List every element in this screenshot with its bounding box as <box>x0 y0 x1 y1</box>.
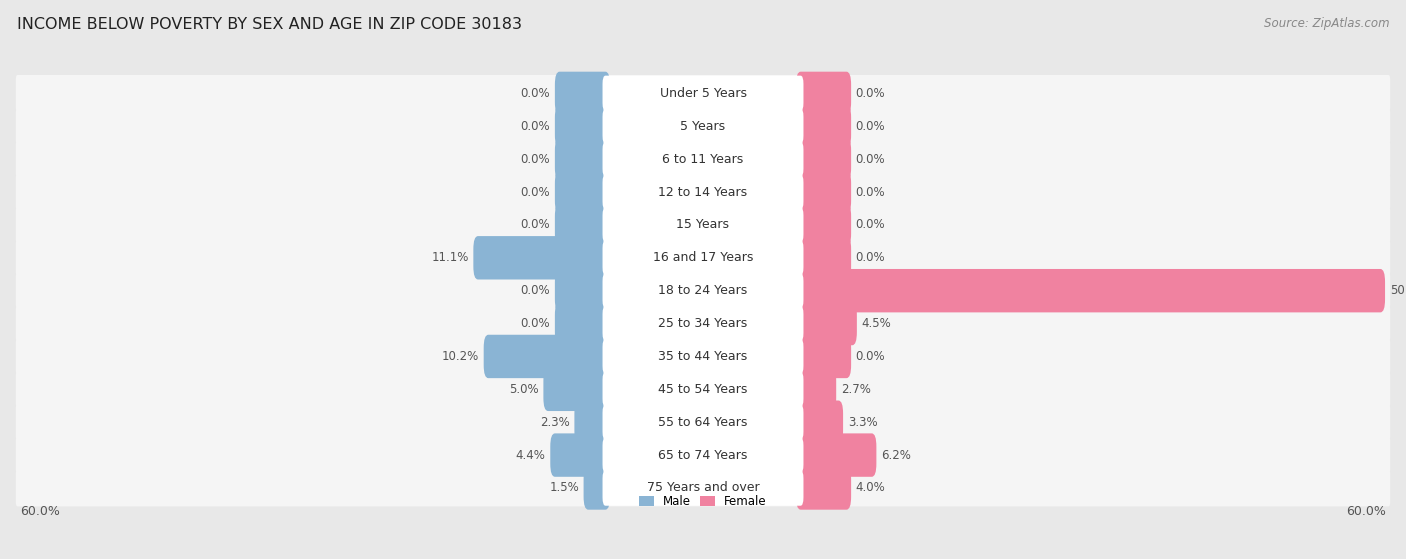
FancyBboxPatch shape <box>796 203 851 247</box>
FancyBboxPatch shape <box>555 203 610 247</box>
FancyBboxPatch shape <box>15 404 1391 440</box>
FancyBboxPatch shape <box>796 269 1385 312</box>
Text: 55 to 64 Years: 55 to 64 Years <box>658 416 748 429</box>
Text: 0.0%: 0.0% <box>856 153 886 165</box>
Text: 6 to 11 Years: 6 to 11 Years <box>662 153 744 165</box>
FancyBboxPatch shape <box>15 239 1391 276</box>
FancyBboxPatch shape <box>15 174 1391 210</box>
Text: 0.0%: 0.0% <box>520 219 550 231</box>
FancyBboxPatch shape <box>15 141 1391 178</box>
FancyBboxPatch shape <box>796 105 851 148</box>
Text: 65 to 74 Years: 65 to 74 Years <box>658 448 748 462</box>
FancyBboxPatch shape <box>603 405 803 440</box>
FancyBboxPatch shape <box>15 272 1391 309</box>
FancyBboxPatch shape <box>15 206 1391 243</box>
FancyBboxPatch shape <box>555 170 610 214</box>
FancyBboxPatch shape <box>796 466 851 510</box>
Text: 0.0%: 0.0% <box>856 87 886 100</box>
Text: 10.2%: 10.2% <box>441 350 479 363</box>
Text: 0.0%: 0.0% <box>520 153 550 165</box>
Text: 12 to 14 Years: 12 to 14 Years <box>658 186 748 198</box>
FancyBboxPatch shape <box>796 72 851 115</box>
Text: Under 5 Years: Under 5 Years <box>659 87 747 100</box>
Text: 0.0%: 0.0% <box>856 186 886 198</box>
FancyBboxPatch shape <box>484 335 610 378</box>
Text: INCOME BELOW POVERTY BY SEX AND AGE IN ZIP CODE 30183: INCOME BELOW POVERTY BY SEX AND AGE IN Z… <box>17 17 522 32</box>
Text: 0.0%: 0.0% <box>520 186 550 198</box>
FancyBboxPatch shape <box>555 269 610 312</box>
FancyBboxPatch shape <box>550 433 610 477</box>
FancyBboxPatch shape <box>555 72 610 115</box>
FancyBboxPatch shape <box>603 372 803 407</box>
Text: 75 Years and over: 75 Years and over <box>647 481 759 495</box>
Text: 0.0%: 0.0% <box>856 120 886 133</box>
FancyBboxPatch shape <box>796 236 851 280</box>
FancyBboxPatch shape <box>603 306 803 342</box>
FancyBboxPatch shape <box>603 141 803 177</box>
FancyBboxPatch shape <box>796 302 856 345</box>
FancyBboxPatch shape <box>474 236 610 280</box>
FancyBboxPatch shape <box>15 371 1391 408</box>
Text: 2.3%: 2.3% <box>540 416 569 429</box>
Text: 0.0%: 0.0% <box>856 252 886 264</box>
FancyBboxPatch shape <box>603 240 803 276</box>
FancyBboxPatch shape <box>15 305 1391 342</box>
Text: 0.0%: 0.0% <box>520 120 550 133</box>
Text: 6.2%: 6.2% <box>882 448 911 462</box>
Text: 0.0%: 0.0% <box>520 317 550 330</box>
Legend: Male, Female: Male, Female <box>634 490 772 513</box>
FancyBboxPatch shape <box>796 170 851 214</box>
FancyBboxPatch shape <box>583 466 610 510</box>
Text: 18 to 24 Years: 18 to 24 Years <box>658 284 748 297</box>
Text: 3.3%: 3.3% <box>848 416 877 429</box>
Text: 0.0%: 0.0% <box>520 284 550 297</box>
FancyBboxPatch shape <box>15 470 1391 506</box>
FancyBboxPatch shape <box>796 335 851 378</box>
FancyBboxPatch shape <box>555 105 610 148</box>
Text: 0.0%: 0.0% <box>520 87 550 100</box>
FancyBboxPatch shape <box>603 174 803 210</box>
Text: 60.0%: 60.0% <box>20 505 59 518</box>
FancyBboxPatch shape <box>15 437 1391 473</box>
Text: 5.0%: 5.0% <box>509 383 538 396</box>
Text: 11.1%: 11.1% <box>432 252 468 264</box>
Text: 50.5%: 50.5% <box>1389 284 1406 297</box>
Text: 4.5%: 4.5% <box>862 317 891 330</box>
FancyBboxPatch shape <box>555 138 610 181</box>
FancyBboxPatch shape <box>603 470 803 506</box>
FancyBboxPatch shape <box>603 437 803 473</box>
FancyBboxPatch shape <box>603 273 803 309</box>
FancyBboxPatch shape <box>15 108 1391 145</box>
Text: 25 to 34 Years: 25 to 34 Years <box>658 317 748 330</box>
FancyBboxPatch shape <box>15 338 1391 375</box>
FancyBboxPatch shape <box>603 207 803 243</box>
Text: 4.4%: 4.4% <box>516 448 546 462</box>
FancyBboxPatch shape <box>575 400 610 444</box>
Text: 15 Years: 15 Years <box>676 219 730 231</box>
Text: 0.0%: 0.0% <box>856 219 886 231</box>
Text: 4.0%: 4.0% <box>856 481 886 495</box>
FancyBboxPatch shape <box>603 108 803 144</box>
Text: 0.0%: 0.0% <box>856 350 886 363</box>
FancyBboxPatch shape <box>603 75 803 111</box>
Text: 35 to 44 Years: 35 to 44 Years <box>658 350 748 363</box>
Text: 16 and 17 Years: 16 and 17 Years <box>652 252 754 264</box>
Text: 2.7%: 2.7% <box>841 383 870 396</box>
FancyBboxPatch shape <box>15 75 1391 112</box>
FancyBboxPatch shape <box>796 368 837 411</box>
FancyBboxPatch shape <box>796 433 876 477</box>
Text: 1.5%: 1.5% <box>550 481 579 495</box>
FancyBboxPatch shape <box>603 339 803 374</box>
Text: Source: ZipAtlas.com: Source: ZipAtlas.com <box>1264 17 1389 30</box>
FancyBboxPatch shape <box>555 302 610 345</box>
Text: 5 Years: 5 Years <box>681 120 725 133</box>
Text: 45 to 54 Years: 45 to 54 Years <box>658 383 748 396</box>
Text: 60.0%: 60.0% <box>1347 505 1386 518</box>
FancyBboxPatch shape <box>796 138 851 181</box>
FancyBboxPatch shape <box>796 400 844 444</box>
FancyBboxPatch shape <box>543 368 610 411</box>
